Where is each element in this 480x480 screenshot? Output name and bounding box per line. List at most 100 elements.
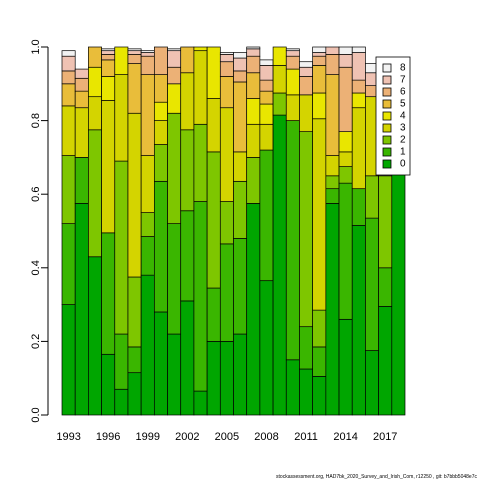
bar-segment-2001-age-0 bbox=[167, 333, 182, 416]
bar-segment-2009-age-0 bbox=[272, 114, 287, 416]
bar-segment-2008-age-0 bbox=[259, 280, 274, 416]
bar-segment-1998-age-7 bbox=[127, 50, 142, 55]
bar-segment-2000-age-3 bbox=[154, 120, 168, 145]
bar-segment-2015-age-8 bbox=[351, 46, 366, 53]
x-tick-label: 2014 bbox=[333, 431, 357, 443]
bar-segment-2017-age-1 bbox=[378, 267, 393, 307]
bar-segment-2006-age-2 bbox=[233, 180, 248, 239]
bar-segment-2011-age-1 bbox=[299, 326, 313, 370]
legend-swatch-age-3 bbox=[382, 123, 392, 133]
bar-segment-1995-age-2 bbox=[88, 129, 102, 258]
bar-segment-2001-age-6 bbox=[167, 66, 182, 85]
bar-segment-2015-age-4 bbox=[351, 92, 366, 109]
bar-segment-2005-age-1 bbox=[219, 243, 234, 342]
bar-segment-2008-age-3 bbox=[259, 123, 274, 151]
bar-segment-2004-age-0 bbox=[206, 341, 221, 416]
bar-segment-1994-age-3 bbox=[74, 107, 89, 158]
bar-segment-1996-age-5 bbox=[101, 59, 116, 77]
bar-segment-2012-age-8 bbox=[312, 46, 327, 53]
bar-segment-2001-age-8 bbox=[167, 48, 182, 52]
bar-segment-2003-age-4 bbox=[193, 46, 208, 52]
bar-segment-2008-age-7 bbox=[259, 65, 274, 81]
bar-segment-2006-age-0 bbox=[233, 333, 248, 416]
bar-segment-1993-age-6 bbox=[61, 70, 76, 85]
bar-segment-1997-age-3 bbox=[114, 74, 129, 162]
bar-segment-2005-age-7 bbox=[219, 54, 234, 63]
bar-segment-2010-age-3 bbox=[285, 94, 300, 121]
bar-segment-2005-age-2 bbox=[219, 201, 234, 245]
legend-swatch-age-7 bbox=[382, 75, 392, 85]
bar-segment-2008-age-1 bbox=[259, 149, 274, 282]
bar-segment-2001-age-7 bbox=[167, 50, 182, 68]
bar-segment-2005-age-8 bbox=[219, 52, 234, 55]
bar-segment-2017-age-0 bbox=[378, 306, 393, 416]
legend-box bbox=[375, 56, 411, 176]
bar-segment-2003-age-1 bbox=[193, 201, 208, 392]
bar-segment-2001-age-2 bbox=[167, 112, 182, 224]
bar-segment-1996-age-7 bbox=[101, 50, 116, 55]
y-tick-label: 0.6 bbox=[30, 187, 42, 202]
legend-label-age-7: 7 bbox=[400, 75, 406, 86]
x-tick-label: 2005 bbox=[215, 431, 239, 443]
legend-swatch-age-4 bbox=[382, 111, 392, 121]
bar-segment-2006-age-8 bbox=[233, 52, 248, 59]
bar-segment-2010-age-4 bbox=[285, 68, 300, 96]
y-tick-label: 0.8 bbox=[30, 113, 42, 128]
bar-segment-2014-age-2 bbox=[338, 166, 353, 184]
legend-label-age-4: 4 bbox=[400, 111, 406, 122]
bar-segment-1994-age-6 bbox=[74, 77, 89, 92]
legend-label-age-0: 0 bbox=[400, 159, 406, 170]
bar-segment-2018-age-0 bbox=[391, 168, 406, 416]
bar-segment-2014-age-4 bbox=[338, 131, 353, 153]
bar-segment-2006-age-7 bbox=[233, 57, 248, 72]
legend-swatch-age-8 bbox=[382, 63, 392, 73]
bar-segment-2007-age-2 bbox=[246, 157, 261, 204]
bar-segment-2014-age-7 bbox=[338, 54, 353, 68]
bar-segment-1999-age-3 bbox=[140, 155, 155, 213]
bar-segment-1993-age-1 bbox=[61, 223, 76, 305]
bar-segment-1993-age-2 bbox=[61, 155, 76, 224]
bar-segment-2016-age-1 bbox=[365, 217, 379, 351]
bar-segment-2006-age-1 bbox=[233, 238, 248, 335]
bar-segment-2002-age-1 bbox=[180, 210, 195, 302]
bar-segment-1995-age-5 bbox=[88, 46, 102, 68]
bar-segment-1997-age-1 bbox=[114, 333, 129, 390]
bar-segment-2007-age-4 bbox=[246, 98, 261, 125]
bar-segment-2006-age-6 bbox=[233, 70, 248, 83]
x-axis: 1993 1996 1999 2002 2005 2008 2011 2014 2017 bbox=[56, 431, 397, 443]
bar-segment-1998-age-8 bbox=[127, 48, 142, 52]
bar-segment-1999-age-8 bbox=[140, 50, 155, 53]
bar-segment-2012-age-0 bbox=[312, 376, 327, 416]
bar-segment-2013-age-7 bbox=[325, 46, 340, 55]
legend-swatch-age-6 bbox=[382, 87, 392, 97]
x-tick-label: 1996 bbox=[96, 431, 120, 443]
bar-segment-1993-age-7 bbox=[61, 55, 76, 72]
bar-segment-1995-age-0 bbox=[88, 256, 102, 416]
footnote-text: stockassessment.org, HAD7bk_2020_Survey_… bbox=[276, 474, 477, 480]
bar-segment-2005-age-3 bbox=[219, 107, 234, 202]
bar-segment-2014-age-6 bbox=[338, 66, 353, 132]
bar-segment-2005-age-6 bbox=[219, 61, 234, 77]
bar-segment-1993-age-0 bbox=[61, 304, 76, 416]
bar-segment-1999-age-1 bbox=[140, 236, 155, 276]
bar-segment-2010-age-1 bbox=[285, 120, 300, 361]
bar-segment-2015-age-6 bbox=[351, 79, 366, 94]
bar-segment-2007-age-7 bbox=[246, 48, 261, 57]
bar-segment-2015-age-7 bbox=[351, 52, 366, 81]
bar-segment-2013-age-1 bbox=[325, 188, 340, 204]
bar-segment-2003-age-3 bbox=[193, 50, 208, 125]
bar-segment-2001-age-1 bbox=[167, 223, 182, 335]
bar-segment-1994-age-7 bbox=[74, 68, 89, 79]
bar-segment-2008-age-5 bbox=[259, 90, 274, 105]
bar-segment-2012-age-4 bbox=[312, 92, 327, 120]
bar-segment-1994-age-1 bbox=[74, 157, 89, 204]
bar-segment-1994-age-5 bbox=[74, 90, 89, 109]
bar-segment-2000-age-2 bbox=[154, 144, 168, 182]
bar-segment-1996-age-0 bbox=[101, 353, 116, 416]
bar-segment-2017-age-2 bbox=[378, 175, 393, 269]
bar-segment-2007-age-8 bbox=[246, 46, 261, 50]
bar-segment-1998-age-1 bbox=[127, 346, 142, 374]
x-tick-label: 2017 bbox=[373, 431, 397, 443]
bar-segment-2013-age-2 bbox=[325, 175, 340, 190]
